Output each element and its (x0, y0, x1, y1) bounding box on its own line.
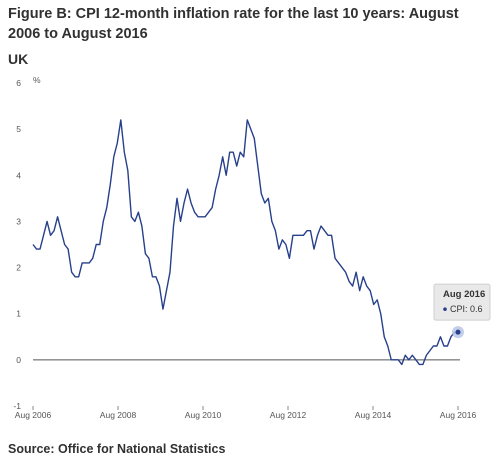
y-tick-label: 0 (16, 355, 21, 365)
tooltip-value: CPI: 0.6 (450, 304, 483, 314)
x-tick-label: Aug 2006 (15, 410, 52, 420)
x-tick-label: Aug 2012 (270, 410, 307, 420)
y-tick-label: -1 (13, 401, 21, 411)
tooltip: Aug 2016 CPI: 0.6 (433, 283, 491, 321)
chart-subtitle: UK (8, 51, 29, 67)
series-cpi (32, 119, 464, 366)
y-tick-label: 2 (16, 263, 21, 273)
y-axis-ticks: -1 0 1 2 3 4 5 6 (13, 78, 21, 411)
chart-title: Figure B: CPI 12-month inflation rate fo… (8, 6, 459, 42)
y-tick-label: 3 (16, 216, 21, 226)
x-axis-ticks: Aug 2006 Aug 2008 Aug 2010 Aug 2012 Aug 2014… (15, 406, 477, 420)
y-axis-unit-label: % (33, 75, 41, 85)
y-tick-label: 6 (16, 78, 21, 88)
x-tick-label: Aug 2014 (355, 410, 392, 420)
tooltip-series-marker (443, 307, 447, 311)
y-tick-label: 5 (16, 124, 21, 134)
tooltip-title: Aug 2016 (443, 289, 485, 300)
x-tick-label: Aug 2010 (185, 410, 222, 420)
y-tick-label: 1 (16, 309, 21, 319)
x-tick-label: Aug 2008 (100, 410, 137, 420)
x-tick-label: Aug 2016 (440, 410, 477, 420)
source-note: Source: Office for National Statistics (8, 442, 226, 456)
tooltip-box (433, 283, 491, 321)
highlight-point[interactable] (455, 329, 461, 335)
y-tick-label: 4 (16, 170, 21, 180)
cpi-line (32, 119, 458, 366)
